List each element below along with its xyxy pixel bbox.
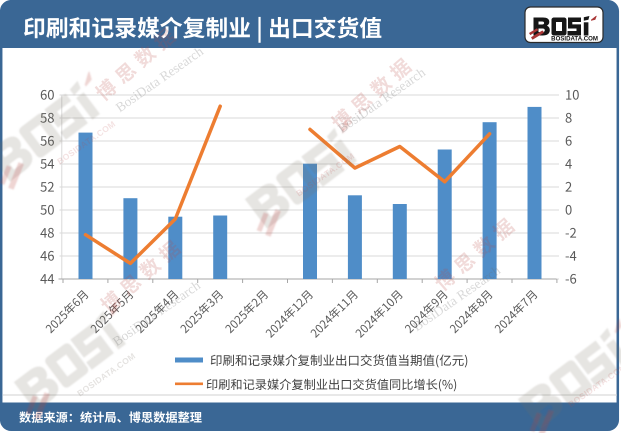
svg-text:BOSIDATA.COM: BOSIDATA.COM	[551, 36, 598, 43]
